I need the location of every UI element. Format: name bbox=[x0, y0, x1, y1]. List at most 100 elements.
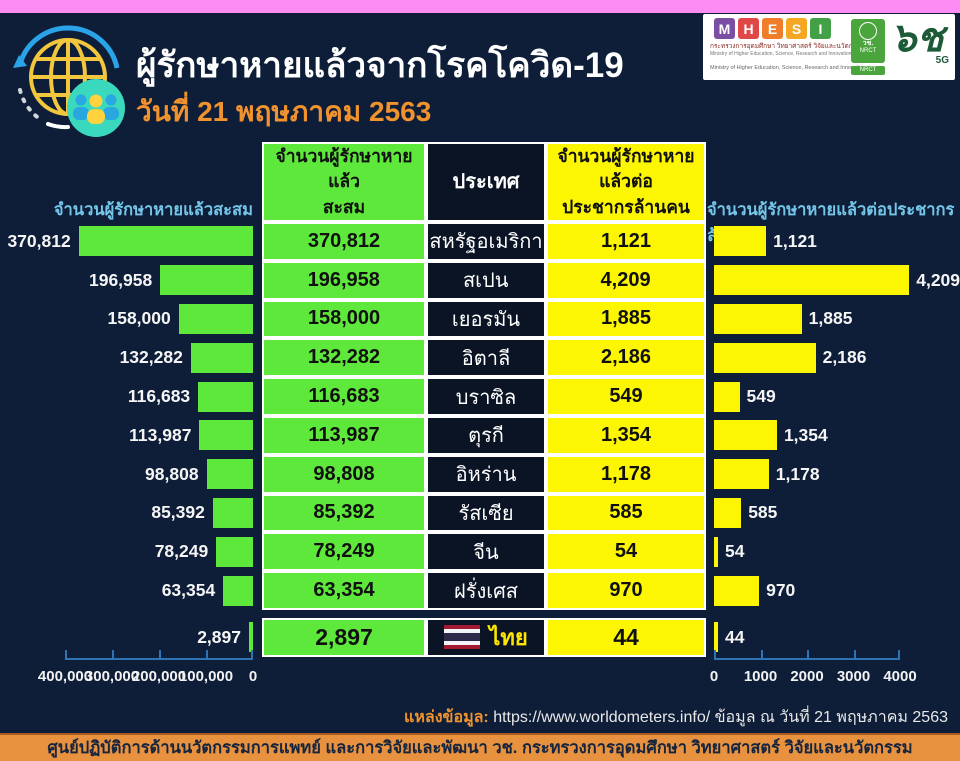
mhesi-logo: M H E S I bbox=[714, 18, 950, 39]
country-row: 85,392 85,392 รัสเซีย 585 585 bbox=[0, 493, 960, 533]
thai-flag-icon bbox=[444, 625, 481, 650]
recovered-value-label: 63,354 bbox=[161, 580, 216, 601]
left-bar-zone: 78,249 bbox=[0, 532, 253, 571]
table-cell-country: อิหร่าน bbox=[426, 454, 546, 494]
mhesi-letter: M bbox=[714, 18, 735, 39]
recovered-bar bbox=[216, 536, 253, 567]
mhesi-english-name-2: Ministry of Higher Education, Science, R… bbox=[710, 65, 866, 71]
five-g-label: 5G bbox=[935, 55, 949, 66]
country-name-label: รัสเซีย bbox=[458, 502, 514, 525]
source-text: https://www.worldometers.info/ ข้อมูล ณ … bbox=[488, 709, 948, 726]
per-million-value-label: 1,354 bbox=[783, 424, 828, 445]
right-bar-zone: 1,178 bbox=[714, 455, 960, 494]
recovered-bar bbox=[198, 381, 253, 412]
per-million-bar bbox=[714, 497, 742, 528]
per-million-bar bbox=[714, 381, 740, 412]
table-cell-recovered: 85,392 bbox=[262, 493, 426, 533]
table-cell-country: รัสเซีย bbox=[426, 493, 546, 533]
per-million-bar bbox=[714, 622, 718, 653]
nrct-thai-label: วช. bbox=[862, 40, 874, 47]
recovered-value-label: 78,249 bbox=[154, 541, 209, 562]
country-name-label: จีน bbox=[473, 541, 499, 564]
left-x-axis-labels: 400,000 300,000 200,000 100,000 0 bbox=[37, 668, 258, 685]
per-million-bar bbox=[714, 226, 767, 257]
per-million-value-label: 970 bbox=[766, 580, 796, 601]
per-million-bar bbox=[714, 303, 802, 334]
table-cell-per-million: 585 bbox=[546, 493, 706, 533]
recovered-value-label: 113,987 bbox=[129, 424, 192, 445]
country-name-label: อิตาลี bbox=[461, 347, 511, 370]
left-x-axis bbox=[65, 650, 253, 660]
per-million-value-label: 2,186 bbox=[822, 347, 867, 368]
recovered-bar bbox=[249, 622, 253, 653]
mhesi-letter: E bbox=[762, 18, 783, 39]
mhesi-letter: S bbox=[786, 18, 807, 39]
table-cell-recovered: 370,812 bbox=[262, 222, 426, 261]
table-cell-per-million: 549 bbox=[546, 377, 706, 416]
country-name-label: สหรัฐอเมริกา bbox=[429, 231, 543, 254]
per-million-value-label: 585 bbox=[748, 502, 778, 523]
per-million-bar bbox=[714, 342, 816, 373]
per-million-value-label: 1,178 bbox=[775, 463, 820, 484]
right-x-axis-labels: 0 1000 2000 3000 4000 bbox=[709, 668, 917, 685]
recovered-bar bbox=[212, 497, 253, 528]
nrct-emblem-icon bbox=[859, 22, 877, 40]
left-bar-zone: 196,958 bbox=[0, 261, 253, 300]
country-name-label: เยอรมัน bbox=[451, 308, 521, 331]
right-bar-zone: 1,885 bbox=[714, 300, 960, 339]
recovered-bar bbox=[199, 420, 253, 451]
country-row: 196,958 196,958 สเปน 4,209 4,209 bbox=[0, 260, 960, 300]
left-bar-zone: 2,897 bbox=[0, 618, 253, 657]
nrct-bar-label: NRCT bbox=[851, 66, 885, 75]
recovered-bar bbox=[78, 226, 253, 257]
country-row: 116,683 116,683 บราซิล 549 549 bbox=[0, 377, 960, 416]
mhesi-english-name: Ministry of Higher Education, Science, R… bbox=[710, 51, 852, 57]
nrct-english-label: NRCT bbox=[859, 48, 877, 54]
country-name-label: สเปน bbox=[462, 270, 509, 293]
country-name-label: อิหร่าน bbox=[455, 464, 517, 487]
top-pink-strip bbox=[0, 0, 960, 13]
per-million-value-label: 1,885 bbox=[808, 308, 853, 329]
mhesi-letter: I bbox=[810, 18, 831, 39]
country-row: 370,812 370,812 สหรัฐอเมริกา 1,121 1,121 bbox=[0, 222, 960, 261]
left-bar-zone: 370,812 bbox=[0, 222, 253, 261]
mhesi-letter: H bbox=[738, 18, 759, 39]
country-name-label: ไทย bbox=[489, 624, 528, 650]
per-million-bar bbox=[714, 575, 760, 606]
left-bar-zone: 132,282 bbox=[0, 338, 253, 377]
table-cell-country: เยอรมัน bbox=[426, 299, 546, 339]
right-bar-zone: 1,121 bbox=[714, 222, 960, 261]
per-million-value-label: 1,121 bbox=[773, 230, 817, 251]
partner-logo-box: M H E S I กระทรวงการอุดมศึกษา วิทยาศาสตร… bbox=[703, 14, 955, 80]
right-bar-zone: 4,209 bbox=[713, 261, 960, 300]
table-cell-country: ตุรกี bbox=[426, 416, 546, 455]
table-cell-country: สเปน bbox=[425, 260, 546, 300]
right-bar-zone: 44 bbox=[714, 618, 960, 657]
table-cell-recovered: 116,683 bbox=[262, 377, 426, 416]
globe-people-logo-icon bbox=[13, 25, 125, 137]
right-x-axis bbox=[714, 650, 900, 660]
table-cell-per-million: 1,354 bbox=[546, 416, 706, 455]
right-bar-zone: 585 bbox=[714, 494, 960, 533]
column-header-country: ประเทศ bbox=[426, 142, 546, 222]
right-bar-zone: 1,354 bbox=[714, 416, 960, 455]
recovered-bar bbox=[223, 575, 253, 606]
right-bar-zone: 970 bbox=[714, 571, 960, 610]
recovered-value-label: 158,000 bbox=[107, 308, 171, 329]
per-million-bar bbox=[714, 459, 769, 490]
date-subtitle: วันที่ 21 พฤษภาคม 2563 bbox=[136, 96, 432, 127]
table-cell-recovered: 78,249 bbox=[262, 532, 426, 572]
table-cell-per-million: 970 bbox=[546, 571, 706, 610]
table-cell-per-million: 4,209 bbox=[545, 260, 706, 300]
people-icons bbox=[73, 94, 119, 124]
data-source-line: แหล่งข้อมูล: https://www.worldometers.in… bbox=[404, 705, 948, 730]
per-million-value-label: 4,209 bbox=[916, 269, 960, 290]
per-million-value-label: 44 bbox=[725, 626, 745, 647]
bottom-credit-bar: ศูนย์ปฏิบัติการด้านนวัตกรรมการแพทย์ และก… bbox=[0, 733, 960, 761]
country-name-label: ฝรั่งเศส bbox=[454, 580, 518, 603]
right-bar-zone: 54 bbox=[714, 532, 960, 571]
nrct-logo: วช. NRCT bbox=[851, 19, 885, 63]
left-bar-zone: 113,987 bbox=[0, 416, 253, 455]
country-name-label: บราซิล bbox=[455, 386, 517, 409]
table-cell-country: ไทย bbox=[426, 618, 546, 657]
